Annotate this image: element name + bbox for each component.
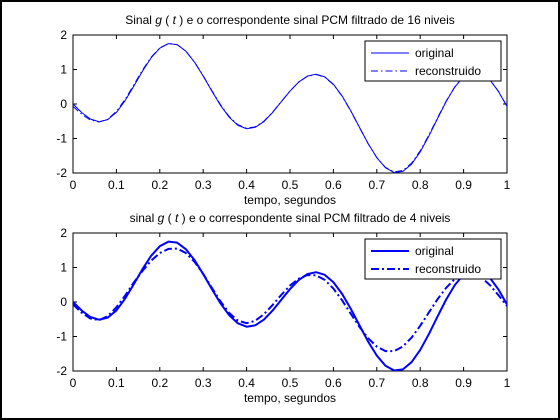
series-line-reconstruido — [73, 42, 507, 173]
x-tick-label: 0.1 — [108, 376, 125, 390]
legend: original reconstruido — [364, 238, 502, 280]
x-tick-label: 0.2 — [151, 376, 168, 390]
x-tick-label: 0.5 — [282, 178, 299, 192]
y-tick-label: -2 — [56, 364, 67, 378]
x-tick-label: 0.6 — [325, 376, 342, 390]
x-tick-label: 0.2 — [151, 178, 168, 192]
y-tick-label: 2 — [60, 28, 67, 42]
x-tick-label: 0.8 — [412, 376, 429, 390]
x-tick-label: 0.7 — [368, 178, 385, 192]
chart-title-part: sinal — [130, 211, 158, 225]
chart-title-part: g — [155, 13, 162, 27]
chart-title-part: ) e o correspondente sinal PCM filtrado … — [176, 13, 455, 27]
chart-title-part: Sinal — [125, 13, 155, 27]
chart-1: 0 0.1 0.2 0.3 0.4 0.5 0.6 0.7 0.8 0.9 1 -2 -1 0 1 2 orig… — [56, 13, 510, 207]
chart-title-part: ( — [164, 211, 175, 225]
x-tick-label: 0.5 — [282, 376, 299, 390]
x-tick-label: 0.4 — [238, 376, 255, 390]
y-tick-label: 0 — [60, 295, 67, 309]
chart-2: 0 0.1 0.2 0.3 0.4 0.5 0.6 0.7 0.8 0.9 1 -2 -1 0 1 2 orig… — [56, 211, 510, 405]
legend-label: reconstruido — [415, 262, 481, 276]
chart-title-part: ) e o correspondente sinal PCM filtrado … — [178, 211, 450, 225]
chart-title-part: ( — [162, 13, 173, 27]
x-tick-label: 0.4 — [238, 178, 255, 192]
y-tick-label: 1 — [60, 261, 67, 275]
x-tick-label: 0.7 — [368, 376, 385, 390]
y-tick-label: 1 — [60, 63, 67, 77]
x-tick-label: 0.6 — [325, 178, 342, 192]
charts-container: 0 0.1 0.2 0.3 0.4 0.5 0.6 0.7 0.8 0.9 1 -2 -1 0 1 2 orig… — [56, 13, 510, 405]
y-tick-label: -1 — [56, 132, 67, 146]
y-tick-label: -2 — [56, 166, 67, 180]
legend-box — [364, 238, 502, 280]
x-tick-label: 0.9 — [455, 178, 472, 192]
x-tick-label: 0 — [70, 376, 77, 390]
x-tick-label: 0 — [70, 178, 77, 192]
legend-label: reconstruido — [415, 64, 481, 78]
series-line-reconstruido — [73, 247, 507, 353]
legend: original reconstruido — [364, 40, 502, 82]
x-tick-label: 0.9 — [455, 376, 472, 390]
x-tick-label: 1 — [504, 376, 511, 390]
series-line-original — [73, 240, 507, 371]
chart-title: sinal g ( t ) e o correspondente sinal P… — [130, 211, 451, 225]
chart-title-part: t — [175, 211, 179, 225]
x-tick-label: 0.1 — [108, 178, 125, 192]
legend-box — [364, 40, 502, 82]
x-tick-label: 0.3 — [195, 376, 212, 390]
x-tick-label: 0.8 — [412, 178, 429, 192]
x-axis-label: tempo, segundos — [244, 391, 336, 405]
x-axis-label: tempo, segundos — [244, 193, 336, 207]
legend-label: original — [415, 46, 454, 60]
chart-title-part: g — [158, 211, 165, 225]
chart-title-part: t — [173, 13, 177, 27]
chart-title: Sinal g ( t ) e o correspondente sinal P… — [125, 13, 455, 27]
legend-label: original — [415, 244, 454, 258]
y-tick-label: 0 — [60, 97, 67, 111]
y-tick-label: 2 — [60, 226, 67, 240]
x-tick-label: 1 — [504, 178, 511, 192]
x-tick-label: 0.3 — [195, 178, 212, 192]
y-tick-label: -1 — [56, 330, 67, 344]
